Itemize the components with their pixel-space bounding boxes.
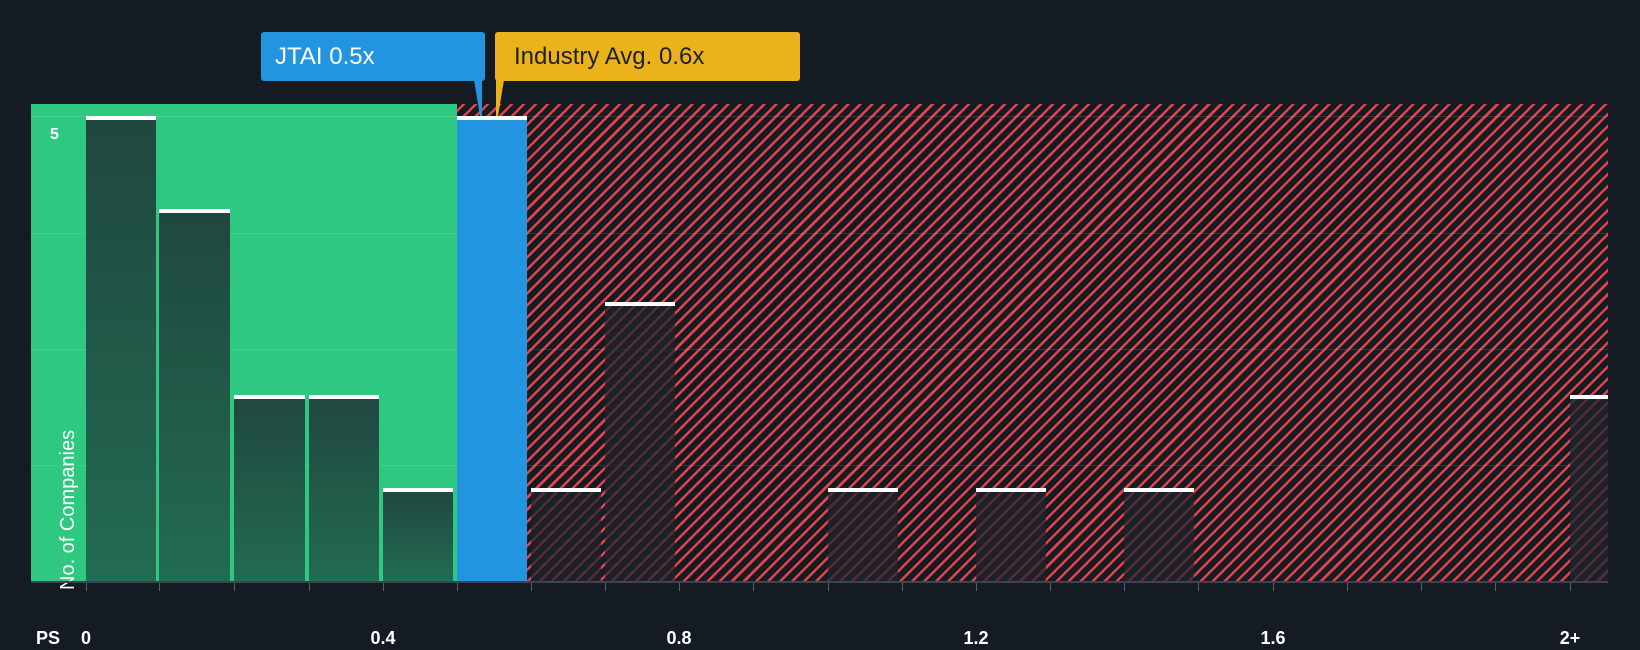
bar-0.3-0.4[interactable] (309, 395, 379, 581)
x-tick-1.2: 1.2 (963, 628, 989, 648)
tick (605, 583, 606, 591)
tick (1495, 583, 1496, 591)
jtai-pointer-icon (474, 80, 482, 116)
industry-pointer-icon (496, 80, 504, 116)
bar-2plus[interactable] (1570, 395, 1608, 581)
tick (1050, 583, 1051, 591)
x-axis-line (31, 581, 1608, 583)
tick (309, 583, 310, 591)
tick (383, 583, 384, 591)
tick (1198, 583, 1199, 591)
bar-1.0-1.1[interactable] (828, 488, 898, 581)
tick (753, 583, 754, 591)
tick (1570, 583, 1571, 591)
jtai-callout: JTAI 0.5x (261, 32, 485, 81)
bar-0.7-0.8[interactable] (605, 302, 675, 581)
bar-0-0.1[interactable] (86, 116, 156, 581)
tick (1124, 583, 1125, 591)
tick (902, 583, 903, 591)
tick (234, 583, 235, 591)
x-tick-0: 0 (80, 628, 92, 648)
gridline-4 (31, 233, 1608, 234)
tick (828, 583, 829, 591)
y-axis-title: No. of Companies (57, 429, 79, 590)
tick (457, 583, 458, 591)
gridline-5 (31, 116, 1608, 117)
industry-average-callout: Industry Avg. 0.6x (495, 32, 800, 81)
x-tick-2plus: 2+ (1559, 628, 1581, 648)
bar-0.1-0.2[interactable] (159, 209, 230, 581)
gridline-2 (31, 465, 1608, 466)
tick (159, 583, 160, 591)
tick (1273, 583, 1274, 591)
bar-1.2-1.3[interactable] (976, 488, 1046, 581)
bar-0.2-0.3[interactable] (234, 395, 305, 581)
tick (976, 583, 977, 591)
x-tick-1.6: 1.6 (1260, 628, 1286, 648)
tick (531, 583, 532, 591)
bar-0.6-0.7[interactable] (531, 488, 601, 581)
bar-0.4-0.5[interactable] (383, 488, 453, 581)
tick (1347, 583, 1348, 591)
x-axis-title: PS (36, 628, 61, 648)
bar-1.4-1.5[interactable] (1124, 488, 1194, 581)
gridline-3 (31, 349, 1608, 350)
tick (86, 583, 87, 591)
bar-jtai-0.5-0.6[interactable] (457, 116, 527, 581)
tick (1421, 583, 1422, 591)
x-tick-0.4: 0.4 (370, 628, 396, 648)
y-tick-5: 5 (50, 126, 59, 143)
x-tick-0.8: 0.8 (666, 628, 692, 648)
tick (679, 583, 680, 591)
